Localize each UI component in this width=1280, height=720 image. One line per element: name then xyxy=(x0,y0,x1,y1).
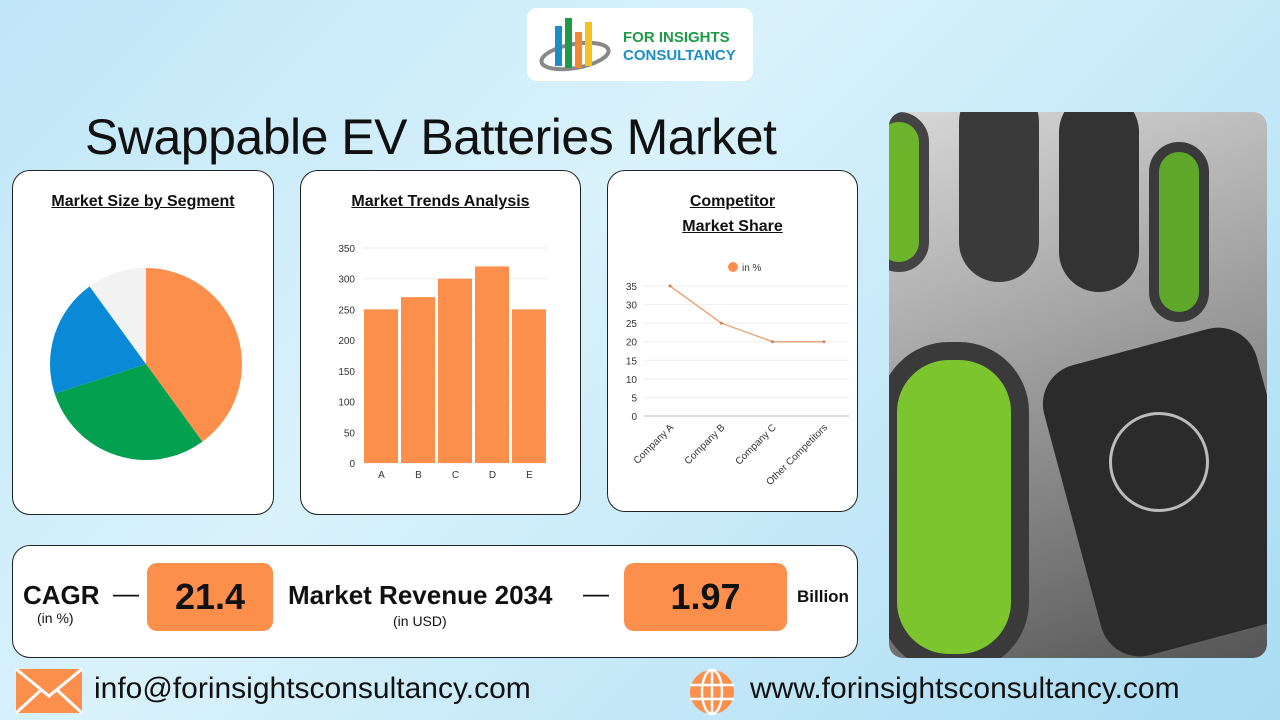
line-title-2: Market Share xyxy=(682,218,783,235)
data-point xyxy=(719,321,723,325)
logo-chart-icon xyxy=(539,18,611,72)
pie-card: Market Size by Segment xyxy=(12,170,274,515)
bar-chart: 0 50 100 150 200 250 300 350 A B C D E xyxy=(338,244,548,481)
x-tick-label: Company C xyxy=(734,422,779,467)
revenue-label: Market Revenue 2034 xyxy=(288,580,553,610)
revenue-value: 1.97 xyxy=(624,563,787,631)
page-title: Swappable EV Batteries Market xyxy=(85,109,777,165)
y-tick-label: 10 xyxy=(626,375,638,386)
pie-slice xyxy=(54,364,203,460)
y-tick-label: 300 xyxy=(338,275,355,286)
email-link[interactable]: info@forinsightsconsultancy.com xyxy=(94,672,531,705)
pie-chart xyxy=(50,268,242,460)
envelope-icon xyxy=(15,668,83,714)
dash: — xyxy=(583,578,609,608)
y-tick-label: 350 xyxy=(338,244,355,255)
bar xyxy=(475,266,509,463)
data-point xyxy=(822,340,826,344)
x-tick-label: A xyxy=(378,470,385,481)
y-tick-label: 5 xyxy=(631,393,637,404)
y-tick-label: 0 xyxy=(349,459,355,470)
y-tick-label: 30 xyxy=(626,301,638,312)
bar xyxy=(512,309,546,463)
revenue-unit: (in USD) xyxy=(393,613,447,629)
y-tick-label: 15 xyxy=(626,356,638,367)
series-line xyxy=(669,285,824,343)
pie-title: Market Size by Segment xyxy=(51,193,235,210)
data-point xyxy=(771,340,775,344)
pie-slice xyxy=(50,286,147,394)
x-tick-label: Company A xyxy=(632,422,677,467)
revenue-suffix: Billion xyxy=(797,587,849,606)
company-logo: FOR INSIGHTS CONSULTANCY xyxy=(527,8,753,81)
pie-slice xyxy=(146,268,242,442)
x-tick-label: C xyxy=(452,470,459,481)
y-tick-label: 100 xyxy=(338,398,355,409)
legend-label: in % xyxy=(742,263,762,274)
x-tick-label: D xyxy=(489,470,496,481)
x-tick-label: E xyxy=(526,470,533,481)
x-tick-label: B xyxy=(415,470,422,481)
y-tick-label: 150 xyxy=(338,367,355,378)
y-tick-label: 25 xyxy=(626,319,638,330)
y-tick-label: 35 xyxy=(626,282,638,293)
cagr-label: CAGR xyxy=(23,580,100,610)
bar xyxy=(438,278,472,463)
stats-panel: CAGR (in %) — 21.4 Market Revenue 2034 (… xyxy=(12,545,858,658)
y-tick-label: 250 xyxy=(338,305,355,316)
bar-title: Market Trends Analysis xyxy=(351,193,530,210)
bar xyxy=(364,309,398,463)
y-tick-label: 20 xyxy=(626,338,638,349)
line-chart: 0 5 10 15 20 25 30 35 in % Company A Company B Comp… xyxy=(626,262,849,488)
logo-text-1: FOR INSIGHTS xyxy=(623,29,730,46)
cagr-value: 21.4 xyxy=(147,563,273,631)
bar-card: Market Trends Analysis 0 50 100 150 200 250 30… xyxy=(300,170,581,515)
legend-marker xyxy=(728,262,738,272)
website-link[interactable]: www.forinsightsconsultancy.com xyxy=(750,672,1180,705)
line-title-1: Competitor xyxy=(689,193,776,210)
x-tick-label: Company B xyxy=(683,422,728,467)
battery-photo xyxy=(889,112,1267,658)
data-point xyxy=(668,284,672,288)
dash: — xyxy=(113,578,139,608)
globe-icon xyxy=(690,668,734,716)
y-tick-label: 50 xyxy=(344,428,356,439)
y-tick-label: 200 xyxy=(338,336,355,347)
bar xyxy=(401,297,435,463)
logo-text-2: CONSULTANCY xyxy=(623,47,736,64)
pie-slice xyxy=(89,268,146,364)
cagr-unit: (in %) xyxy=(37,610,74,626)
line-card: Competitor Market Share 0 5 10 15 20 25 30 35 in… xyxy=(607,170,858,512)
y-tick-label: 0 xyxy=(631,412,637,423)
